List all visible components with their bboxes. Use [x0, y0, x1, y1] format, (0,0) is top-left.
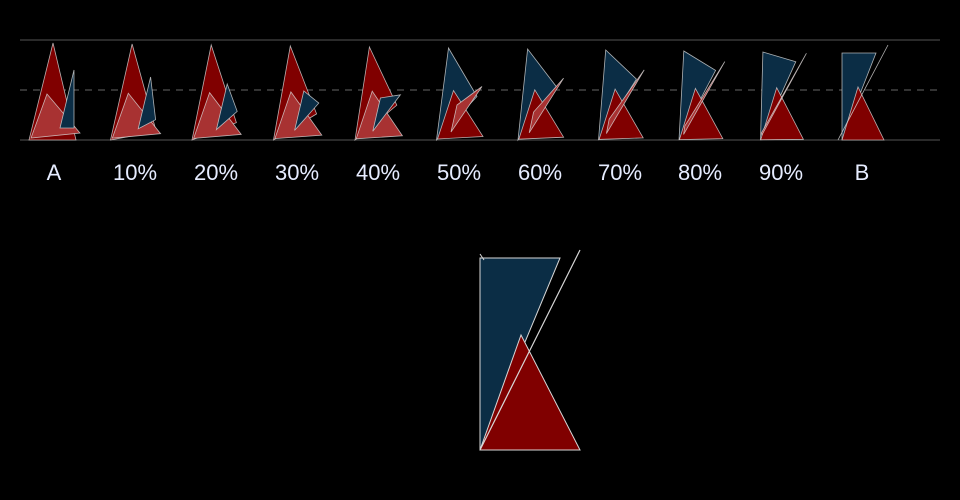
frame-shape-3 [59, 69, 75, 129]
frame-60-percent [517, 47, 565, 142]
frame-80-percent [678, 50, 726, 141]
frame-shape-3 [683, 61, 726, 135]
frame-shape-3 [294, 90, 320, 131]
frame-10-percent [109, 43, 162, 141]
frame-shape-3 [215, 82, 238, 131]
frame-label: 80% [677, 160, 723, 185]
frame-label: 30% [274, 160, 320, 185]
frame-shape-3 [372, 94, 402, 132]
frame-shape-3 [450, 86, 483, 133]
frame-shape-3 [837, 44, 889, 141]
frame-50-percent [435, 46, 484, 142]
frame-shape-2 [760, 86, 805, 141]
frame-label: 10% [112, 160, 158, 185]
frame-label: 40% [355, 160, 401, 185]
enlarged-dark-red-triangle [479, 333, 581, 451]
frame-40-percent [354, 45, 404, 141]
frame-label: 90% [758, 160, 804, 185]
frame-shape-3 [528, 77, 564, 134]
frame-90-percent [760, 51, 807, 141]
frame-30-percent [272, 44, 323, 141]
frame-70-percent [598, 49, 645, 141]
frame-shape-3 [760, 53, 807, 137]
frame-20-percent [191, 43, 242, 141]
frame-label: 50% [436, 160, 482, 185]
frame-shape-2 [678, 87, 724, 141]
frame-b [837, 44, 889, 141]
frame-label: 60% [517, 160, 563, 185]
frame-label: A [46, 160, 62, 185]
frame-label: 70% [597, 160, 643, 185]
enlarged-top-left-tick [479, 253, 485, 261]
interpolation-frames [28, 42, 889, 142]
frame-label: B [854, 160, 870, 185]
enlarged-diagonal-sliver [479, 249, 581, 451]
frame-a [28, 42, 81, 141]
frame-shape-3 [137, 76, 157, 130]
frame-label: 20% [193, 160, 239, 185]
frame-shape-3 [606, 69, 645, 134]
frame-shape-2 [841, 85, 885, 141]
final-shape-enlarged [479, 249, 581, 451]
